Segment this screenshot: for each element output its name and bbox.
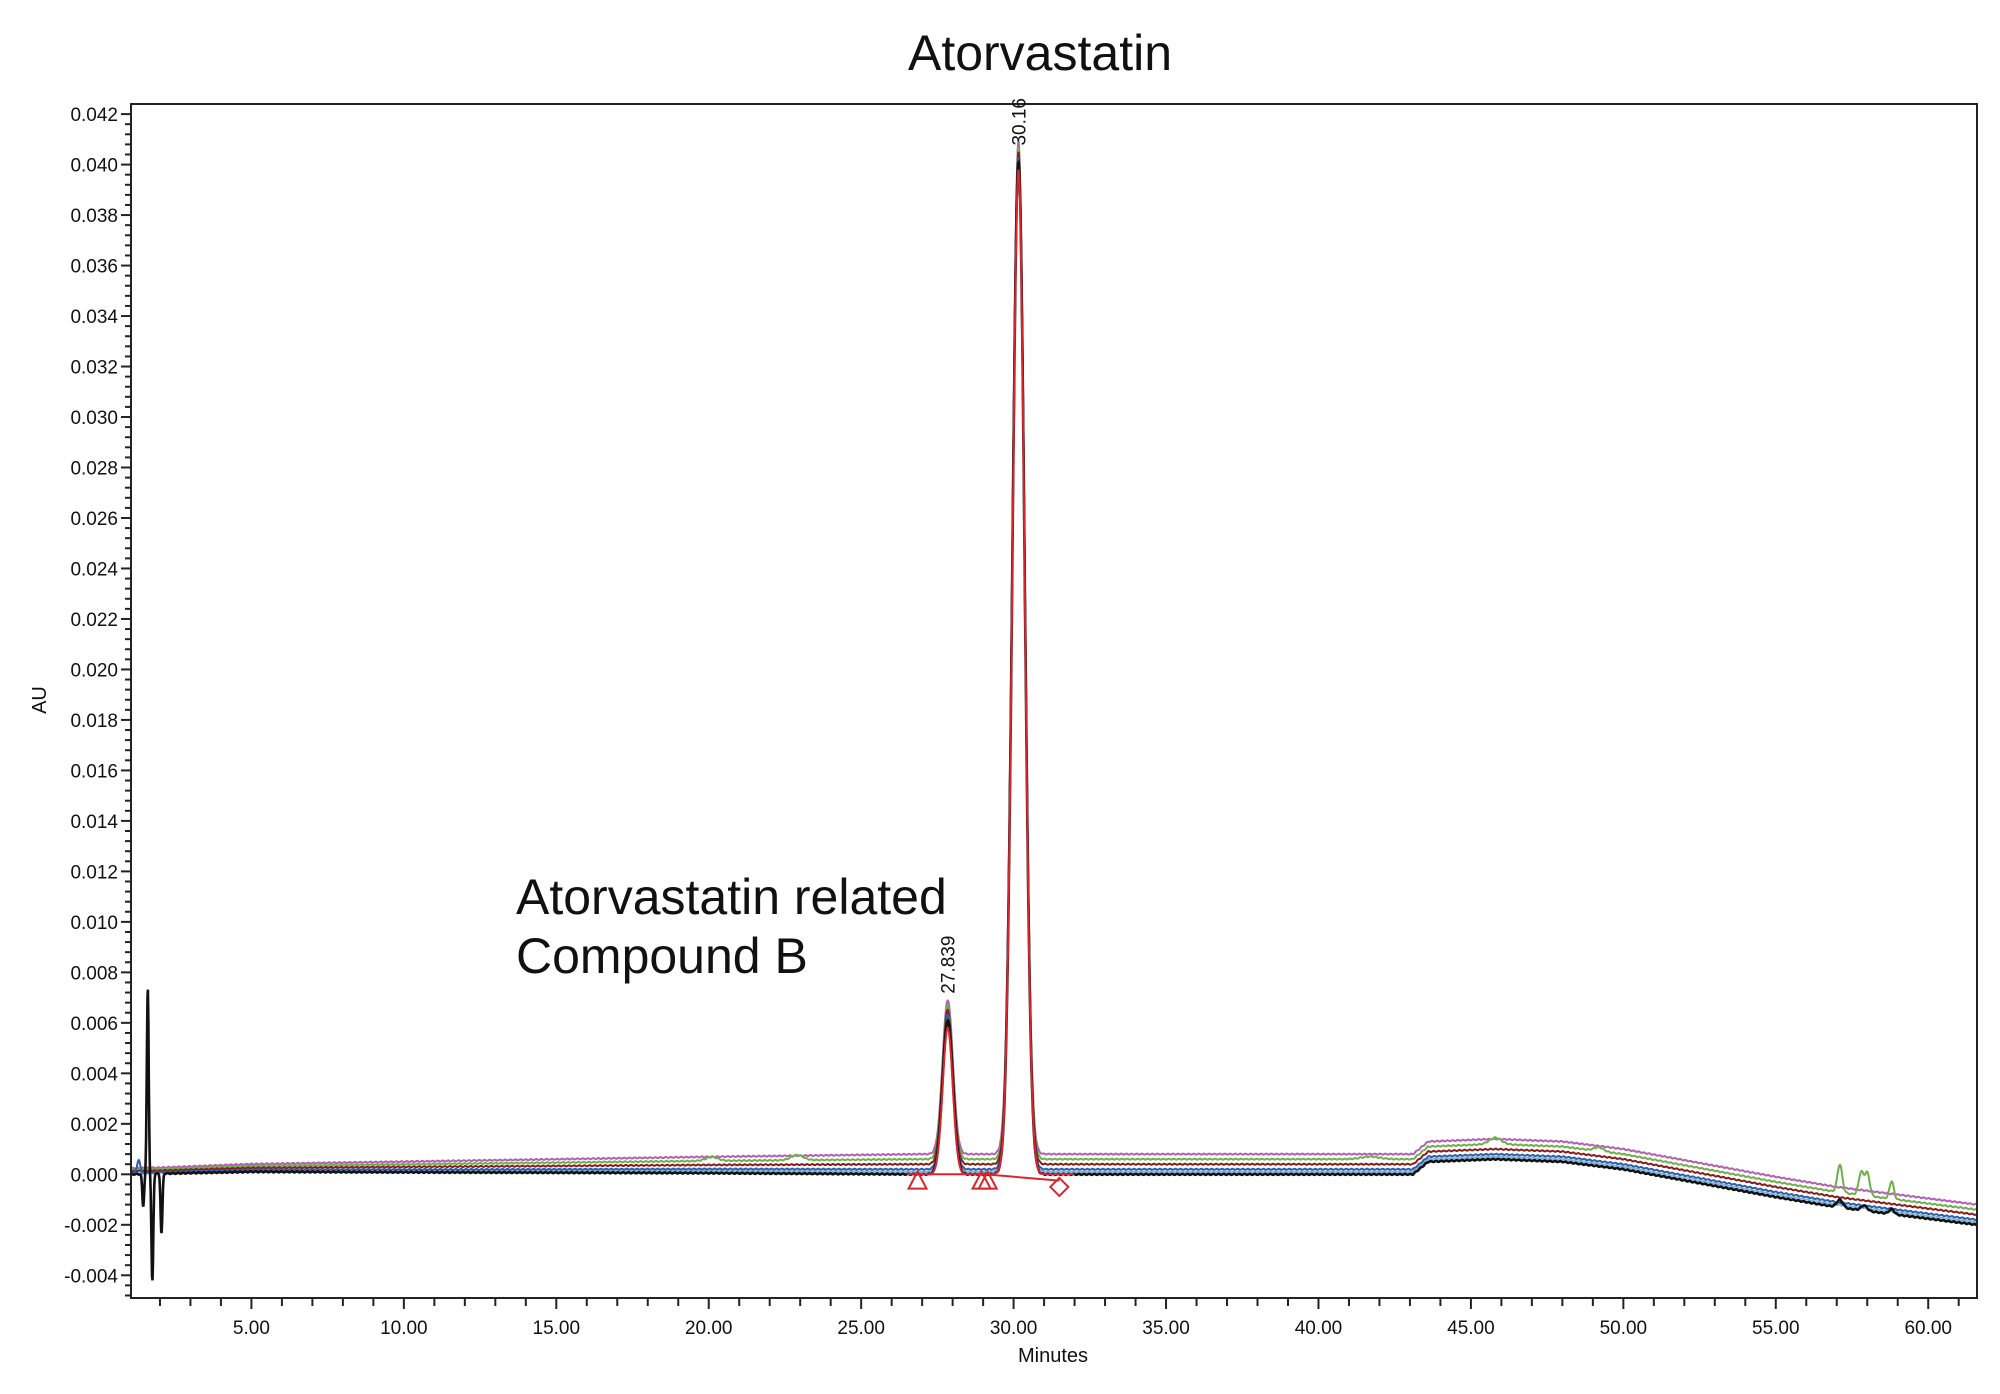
y-tick-label: 0.004 (70, 1064, 118, 1085)
integration-marks (906, 169, 1075, 1198)
y-tick-label: 0.042 (70, 105, 118, 126)
y-tick-label: 0.034 (70, 307, 118, 328)
x-tick-label: 40.00 (1295, 1318, 1343, 1339)
x-axis: 5.00 10.00 15.00 20.00 25.00 30.00 35.00 40.00 4… (158, 1298, 1960, 1339)
x-tick-label: 30.00 (990, 1318, 1038, 1339)
x-tick-label: 5.00 (233, 1318, 270, 1339)
y-axis: -0.004 -0.002 0.000 0.002 0.004 0.006 0.008 0.0… (64, 105, 131, 1297)
y-tick-label: -0.002 (64, 1216, 118, 1237)
y-tick-label: 0.024 (70, 559, 118, 580)
y-tick-label: 0.026 (70, 509, 118, 530)
x-tick-label: 25.00 (837, 1318, 885, 1339)
y-tick-label: 0.002 (70, 1115, 118, 1136)
series-line-trace-1 (131, 158, 1978, 1281)
x-tick-label: 10.00 (380, 1318, 428, 1339)
y-tick-label: 0.032 (70, 358, 118, 379)
y-tick-label: 0.006 (70, 1014, 118, 1035)
y-tick-label: 0.028 (70, 459, 118, 480)
y-tick-label: -0.004 (64, 1266, 118, 1287)
y-tick-label: 0.036 (70, 257, 118, 278)
integration-drop-marker (1048, 1176, 1070, 1198)
plot-frame (130, 103, 1978, 1299)
chart-title: Atorvastatin (908, 25, 1172, 81)
integration-start-end-marker (906, 1169, 929, 1190)
y-tick-label: 0.008 (70, 963, 118, 984)
peak-retention-label: 30.16 (1009, 98, 1030, 146)
series-line-trace-6 (130, 138, 1978, 1206)
x-tick-label: 35.00 (1142, 1318, 1190, 1339)
y-axis-label: AU (29, 686, 51, 714)
x-tick-label: 55.00 (1752, 1318, 1800, 1339)
peak-retention-label: 27.839 (939, 936, 960, 994)
series-line-trace-4 (131, 151, 1978, 1216)
y-tick-label: 0.038 (70, 206, 118, 227)
y-tick-label: 0.020 (70, 660, 118, 681)
peak-labels: 27.839 30.16 (939, 98, 1031, 994)
annotation-line-2: Compound B (516, 928, 808, 984)
y-tick-label: 0.012 (70, 862, 118, 883)
y-tick-label: 0.030 (70, 408, 118, 429)
x-tick-label: 60.00 (1904, 1318, 1952, 1339)
integration-baseline (917, 1173, 1060, 1182)
x-tick-label: 15.00 (533, 1318, 581, 1339)
y-tick-label: 0.016 (70, 761, 118, 782)
y-tick-label: 0.014 (70, 812, 118, 833)
x-tick-label: 45.00 (1447, 1318, 1495, 1339)
y-tick-label: 0.040 (70, 156, 118, 177)
y-tick-label: 0.022 (70, 610, 118, 631)
integrated-trace (906, 169, 1075, 1176)
y-tick-label: 0.000 (70, 1165, 118, 1186)
x-tick-label: 20.00 (685, 1318, 733, 1339)
x-axis-label: Minutes (1018, 1345, 1088, 1367)
y-tick-label: 0.018 (70, 711, 118, 732)
y-tick-label: 0.010 (70, 913, 118, 934)
series-line-trace-2 (130, 159, 1977, 1224)
series-line-trace-3 (130, 157, 1978, 1221)
integration-start-end-marker (977, 1169, 999, 1190)
x-tick-label: 50.00 (1600, 1318, 1648, 1339)
series-line-trace-5 (130, 146, 1977, 1211)
annotation-line-1: Atorvastatin related (516, 869, 947, 925)
traces (130, 138, 1978, 1281)
